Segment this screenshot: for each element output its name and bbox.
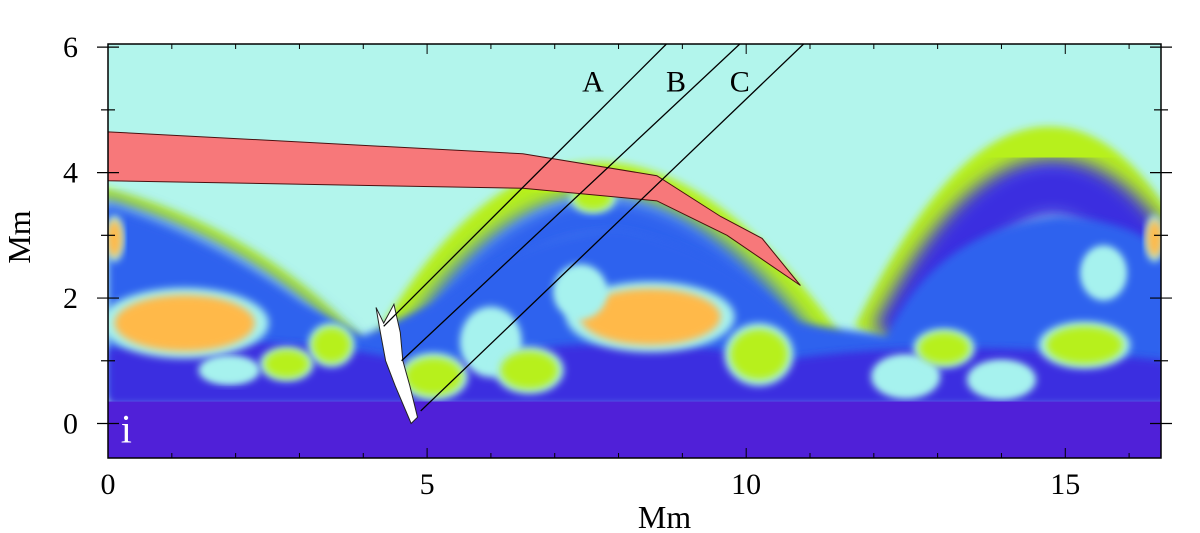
y-tick-label: 6 (63, 31, 78, 64)
blob-core (108, 219, 123, 258)
heatmap-blob (1080, 245, 1127, 301)
blob-core (500, 351, 558, 389)
x-axis-label: Mm (638, 499, 691, 533)
spicule-shape (375, 302, 419, 425)
axis-ticks (97, 44, 1172, 458)
x-tick-label: 15 (1050, 468, 1080, 501)
x-tick-label: 10 (731, 468, 761, 501)
blob-core (1084, 251, 1123, 295)
blob-core (877, 358, 935, 395)
blob-core (264, 350, 310, 378)
slit-label-c: C (730, 66, 750, 99)
blob-core (730, 329, 788, 380)
slit-line-c (420, 44, 805, 412)
blob-core (557, 269, 603, 314)
blob-core (312, 327, 351, 363)
heatmap-blob (553, 264, 608, 320)
blob-core (972, 363, 1031, 396)
x-tick-label: 0 (101, 468, 116, 501)
heatmap-blobs (108, 182, 1161, 400)
heatmap-blob (724, 323, 794, 386)
x-tick-labels: 0 5 10 15 (101, 468, 1081, 501)
blob-core (1146, 219, 1161, 258)
y-tick-label: 4 (63, 157, 78, 190)
heatmap-blob (198, 356, 260, 385)
y-axis-label: Mm (1, 210, 37, 263)
blob-core (404, 357, 463, 396)
pink-flux-band (108, 131, 801, 286)
y-tick-label: 0 (63, 408, 78, 441)
heatmap-blob (871, 354, 941, 399)
heatmap-blob (108, 214, 124, 262)
heatmap-blob (108, 287, 269, 359)
heatmap-blob (566, 281, 735, 353)
y-tick-labels: 0 2 4 6 (63, 31, 78, 440)
heatmap-blob (259, 346, 314, 382)
x-tick-label: 5 (420, 468, 435, 501)
plot-frame (107, 43, 1162, 459)
y-tick-label: 2 (63, 282, 78, 315)
slit-label-b: B (666, 66, 686, 99)
heatmap-blob (1038, 321, 1131, 369)
blob-core (918, 332, 970, 364)
slit-line-a (383, 44, 667, 327)
heatmap-blob (966, 359, 1036, 400)
heatmap-blob (308, 323, 355, 368)
heatmap-blob (399, 352, 468, 400)
panel-label: i (121, 406, 132, 451)
blob-core (580, 288, 721, 346)
blob-core (1046, 326, 1123, 364)
slit-line-b (401, 44, 741, 362)
photosphere-layer (108, 401, 1161, 458)
heatmap-blob (494, 346, 564, 394)
blob-core (114, 294, 255, 352)
left-shell (108, 188, 362, 347)
heatmap-plot-area (108, 44, 1161, 458)
heatmap-blob (1145, 214, 1161, 262)
slit-label-a: A (582, 66, 604, 99)
blob-core (203, 358, 255, 382)
slit-line-labels: A B C (582, 66, 750, 99)
slit-lines (383, 44, 805, 412)
heatmap-blob (913, 328, 975, 368)
